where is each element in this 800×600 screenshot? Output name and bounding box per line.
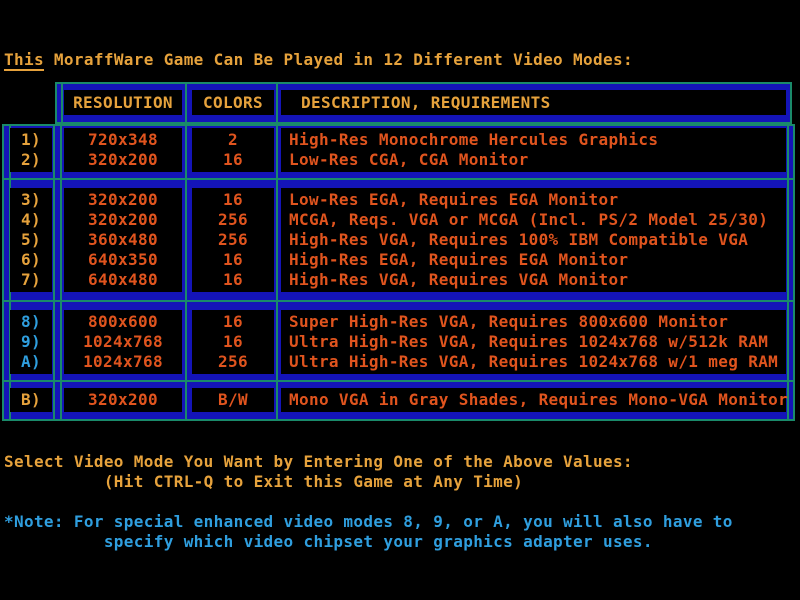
group-2-box: 3) 4) 5) 6) 7): [10, 188, 52, 292]
mode-number: 4): [21, 210, 41, 229]
mode-resolution: 640x350: [88, 250, 158, 269]
mode-resolution: 320x200: [88, 150, 158, 169]
group-4-box: 320x200: [64, 388, 182, 412]
mode-colors: 16: [223, 190, 243, 209]
mode-description: High-Res Monochrome Hercules Graphics: [289, 130, 659, 149]
select-mode-prompt: Select Video Mode You Want by Entering O…: [4, 452, 633, 471]
group-separator-line-1: [4, 178, 793, 180]
mode-description: High-Res VGA, Requires VGA Monitor: [289, 270, 629, 289]
mode-resolution: 1024x768: [83, 332, 163, 351]
group-3-box: 8) 9) A): [10, 310, 52, 374]
title-underlined-word: This: [4, 50, 44, 71]
mode-description: Low-Res CGA, CGA Monitor: [289, 150, 529, 169]
group-4-box: Mono VGA in Gray Shades, Requires Mono-V…: [281, 388, 789, 412]
mode-resolution: 320x200: [88, 390, 158, 409]
header-divider-1: [185, 84, 187, 122]
group-1-box: High-Res Monochrome Hercules Graphics Low…: [281, 128, 786, 172]
group-1-box: 720x348 320x200: [64, 128, 182, 172]
mode-description: Low-Res EGA, Requires EGA Monitor: [289, 190, 619, 209]
mode-resolution: 360x480: [88, 230, 158, 249]
mode-number: 8): [21, 312, 41, 331]
mode-colors: 16: [223, 312, 243, 331]
exit-hint: (Hit CTRL-Q to Exit this Game at Any Tim…: [4, 472, 524, 491]
mode-resolution: 1024x768: [83, 352, 163, 371]
page-title: This MoraffWare Game Can Be Played in 12…: [4, 50, 633, 71]
body-divider-res: [185, 126, 187, 419]
mode-colors: 16: [223, 270, 243, 289]
mode-colors: 16: [223, 332, 243, 351]
mode-description: High-Res VGA, Requires 100% IBM Compatib…: [289, 230, 749, 249]
group-2-box: Low-Res EGA, Requires EGA Monitor MCGA, R…: [281, 188, 786, 292]
mode-resolution: 320x200: [88, 210, 158, 229]
group-separator-line-2: [4, 300, 793, 302]
body-right-inner-line: [787, 126, 789, 419]
group-3-box: 800x600 1024x768 1024x768: [64, 310, 182, 374]
mode-colors: 256: [218, 210, 248, 229]
mode-colors: 2: [228, 130, 238, 149]
mode-number: 7): [21, 270, 41, 289]
mode-resolution: 720x348: [88, 130, 158, 149]
mode-resolution: 320x200: [88, 190, 158, 209]
group-3-box: Super High-Res VGA, Requires 800x600 Mon…: [281, 310, 786, 374]
mode-description: Super High-Res VGA, Requires 800x600 Mon…: [289, 312, 729, 331]
group-4-box: B/W: [192, 388, 274, 412]
title-rest: MoraffWare Game Can Be Played in 12 Diff…: [43, 50, 633, 69]
mode-number: A): [21, 352, 41, 371]
table-body-panel: 1) 2) 720x348 320x200 2 16 High-Res Monochrome…: [2, 124, 795, 421]
mode-colors: 256: [218, 230, 248, 249]
note-line-1: *Note: For special enhanced video modes …: [4, 512, 733, 531]
mode-colors: 16: [223, 150, 243, 169]
mode-number: 9): [21, 332, 41, 351]
body-divider-colors: [276, 126, 278, 419]
mode-colors: 16: [223, 250, 243, 269]
header-divider-2: [276, 84, 278, 122]
mode-number: 2): [21, 150, 41, 169]
group-4-box: B): [10, 388, 52, 412]
mode-number: 6): [21, 250, 41, 269]
mode-description: Ultra High-Res VGA, Requires 1024x768 w/…: [289, 332, 769, 351]
column-header-colors: COLORS: [192, 90, 274, 115]
group-3-box: 16 16 256: [192, 310, 274, 374]
mode-description: High-Res EGA, Requires EGA Monitor: [289, 250, 629, 269]
group-1-box: 2 16: [192, 128, 274, 172]
mode-description: Mono VGA in Gray Shades, Requires Mono-V…: [289, 390, 789, 409]
group-2-box: 320x200 320x200 360x480 640x350 640x480: [64, 188, 182, 292]
note-line-2: specify which video chipset your graphic…: [4, 532, 653, 551]
column-header-description: DESCRIPTION, REQUIREMENTS: [281, 90, 786, 115]
group-2-box: 16 256 256 16 16: [192, 188, 274, 292]
mode-number: 1): [21, 130, 41, 149]
group-1-box: 1) 2): [10, 128, 52, 172]
mode-number: 5): [21, 230, 41, 249]
body-divider-num-a: [53, 126, 55, 419]
mode-colors: B/W: [218, 390, 248, 409]
body-divider-num-b: [60, 126, 62, 419]
mode-resolution: 640x480: [88, 270, 158, 289]
column-header-resolution: RESOLUTION: [64, 90, 182, 115]
header-inner-left-line: [61, 84, 63, 122]
mode-number: B): [21, 390, 41, 409]
mode-number: 3): [21, 190, 41, 209]
mode-resolution: 800x600: [88, 312, 158, 331]
mode-description: Ultra High-Res VGA, Requires 1024x768 w/…: [289, 352, 779, 371]
table-header-band: RESOLUTION COLORS DESCRIPTION, REQUIREME…: [55, 82, 792, 124]
group-separator-line-3: [4, 380, 793, 382]
mode-colors: 256: [218, 352, 248, 371]
mode-description: MCGA, Reqs. VGA or MCGA (Incl. PS/2 Mode…: [289, 210, 769, 229]
